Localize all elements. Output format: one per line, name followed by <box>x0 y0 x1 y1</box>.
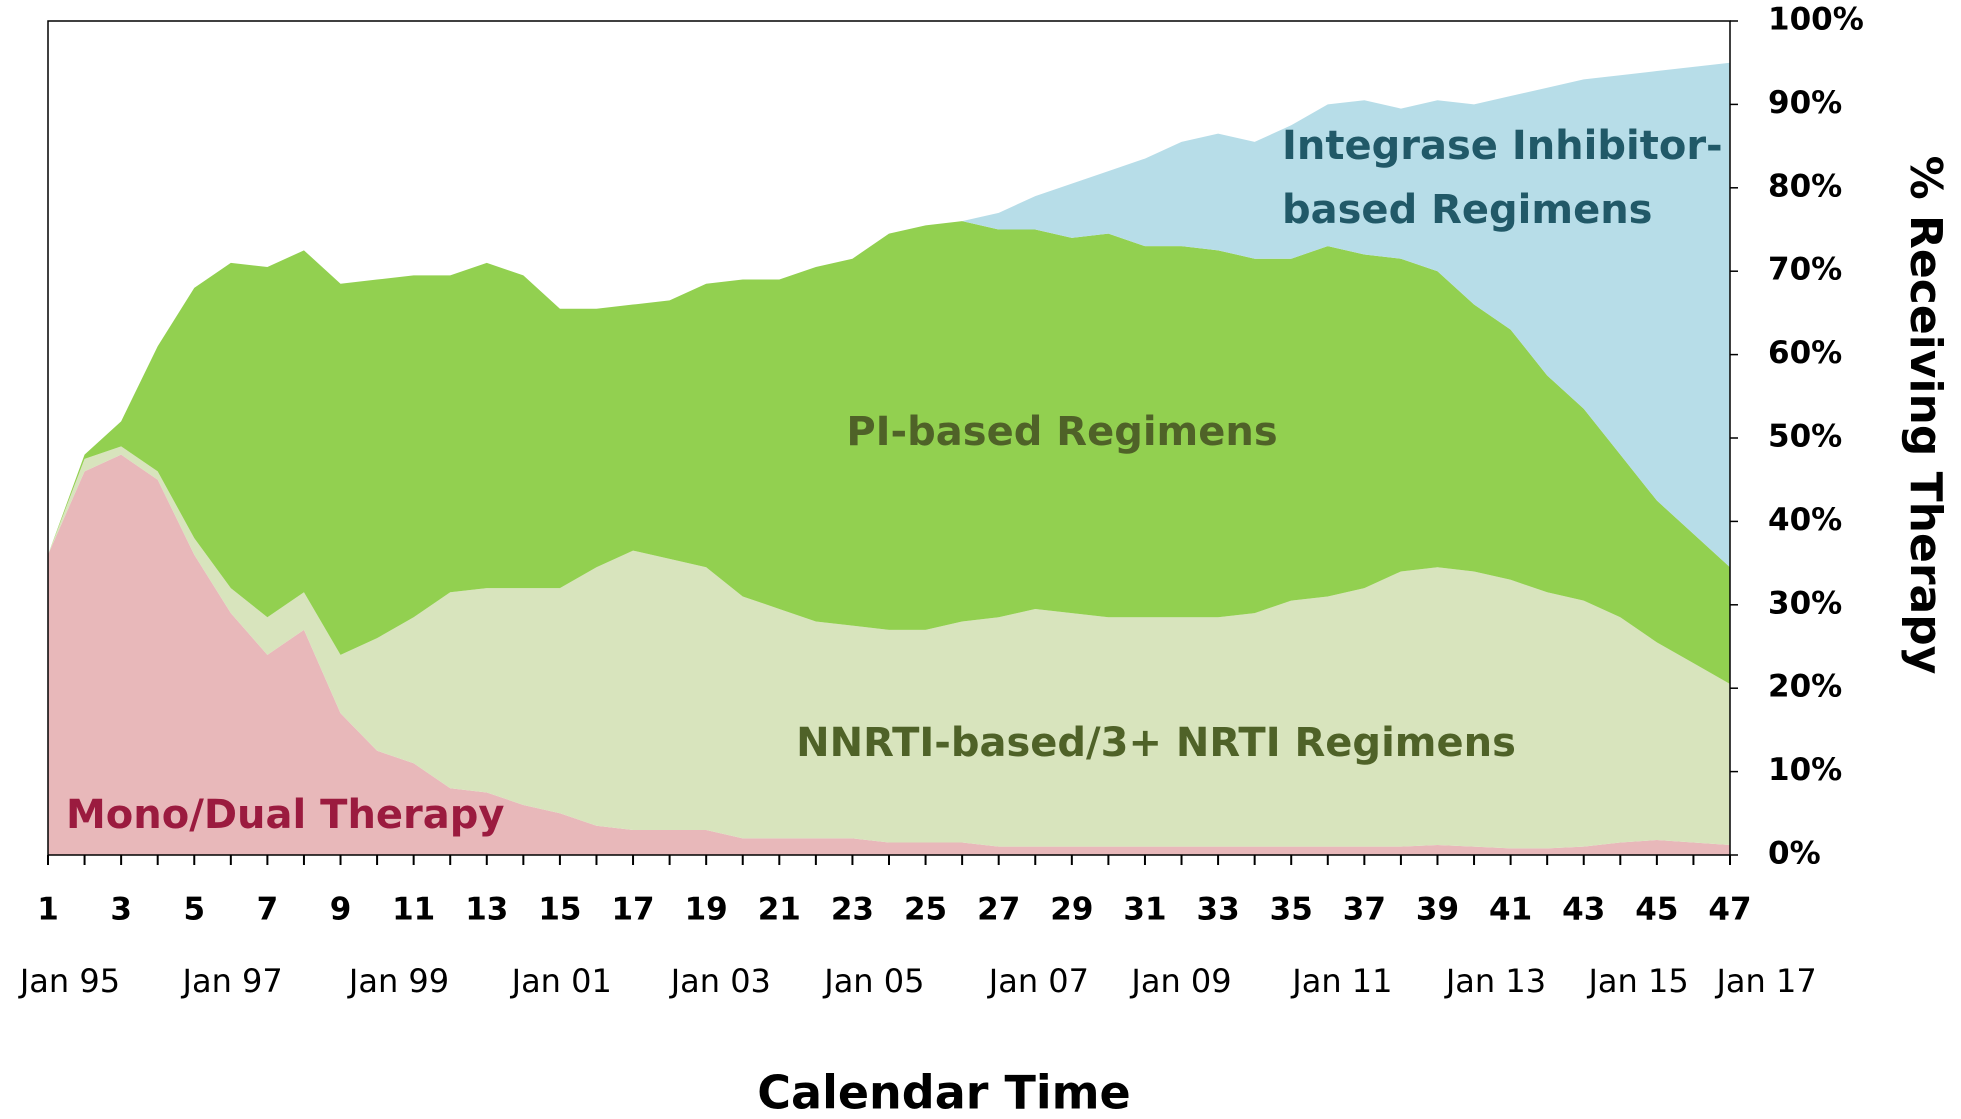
y-tick-label: 70% <box>1768 252 1842 288</box>
date-label: Jan 13 <box>1444 962 1546 1000</box>
x-tick-label: 45 <box>1635 892 1678 928</box>
y-tick-label: 90% <box>1768 85 1842 121</box>
date-label: Jan 01 <box>510 962 612 1000</box>
date-label: Jan 05 <box>822 962 924 1000</box>
x-tick-label: 35 <box>1270 892 1313 928</box>
y-tick-label: 40% <box>1768 502 1842 538</box>
x-tick-label: 9 <box>330 892 352 928</box>
x-tick-label: 29 <box>1050 892 1093 928</box>
y-tick-label: 10% <box>1768 752 1842 788</box>
date-label: Jan 15 <box>1586 962 1688 1000</box>
x-tick-label: 23 <box>831 892 874 928</box>
x-tick-label: 41 <box>1489 892 1532 928</box>
x-axis-title: Calendar Time <box>757 1066 1130 1119</box>
date-label: Jan 97 <box>181 962 283 1000</box>
x-tick-label: 37 <box>1343 892 1386 928</box>
x-tick-label: 39 <box>1416 892 1459 928</box>
date-label: Jan 17 <box>1714 962 1816 1000</box>
y-tick-label: 60% <box>1768 335 1842 371</box>
date-label: Jan 99 <box>347 962 449 1000</box>
x-tick-label: 31 <box>1123 892 1166 928</box>
x-tick-label: 47 <box>1708 892 1751 928</box>
series-label: Integrase Inhibitor-based Regimens <box>1282 123 1723 233</box>
x-tick-label: 25 <box>904 892 947 928</box>
y-tick-label: 30% <box>1768 585 1842 621</box>
x-tick-label: 7 <box>257 892 279 928</box>
series-label: Mono/Dual Therapy <box>66 792 504 838</box>
x-tick-label: 43 <box>1562 892 1605 928</box>
x-tick-label: 21 <box>758 892 801 928</box>
x-tick-label: 5 <box>183 892 205 928</box>
y-tick-label: 50% <box>1768 419 1842 455</box>
x-tick-label: 33 <box>1197 892 1240 928</box>
x-tick-label: 17 <box>611 892 654 928</box>
area <box>48 446 1730 849</box>
date-label: Jan 95 <box>18 962 120 1000</box>
area <box>48 221 1730 685</box>
area <box>48 62 1730 568</box>
date-label: Jan 09 <box>1129 962 1231 1000</box>
date-label: Jan 11 <box>1290 962 1392 1000</box>
x-tick-label: 15 <box>538 892 581 928</box>
x-tick-label: 19 <box>685 892 728 928</box>
area <box>48 454 1730 855</box>
x-tick-label: 3 <box>110 892 132 928</box>
y-tick-label: 80% <box>1768 168 1842 204</box>
y-tick-label: 100% <box>1768 2 1864 38</box>
y-tick-label: 20% <box>1768 669 1842 705</box>
y-axis-title: % Receiving Therapy <box>1900 156 1951 675</box>
date-label: Jan 03 <box>669 962 771 1000</box>
date-label: Jan 07 <box>987 962 1089 1000</box>
y-tick-label: 0% <box>1768 836 1821 872</box>
x-tick-label: 13 <box>465 892 508 928</box>
x-tick-label: 1 <box>37 892 59 928</box>
series-label: NNRTI-based/3+ NRTI Regimens <box>796 720 1516 766</box>
x-tick-label: 27 <box>977 892 1020 928</box>
x-tick-label: 11 <box>392 892 435 928</box>
series-label: PI-based Regimens <box>846 409 1277 455</box>
